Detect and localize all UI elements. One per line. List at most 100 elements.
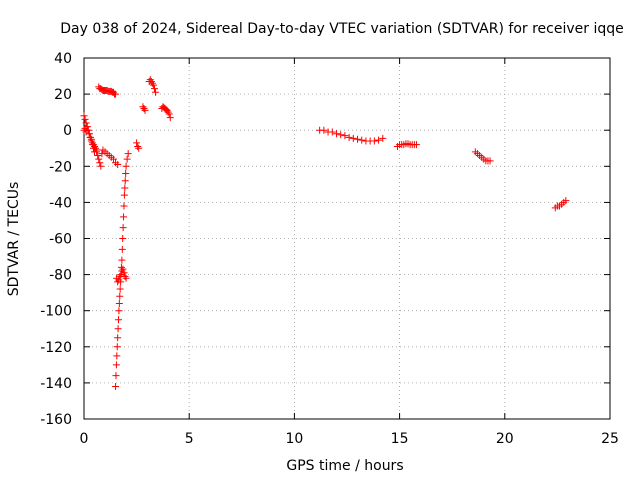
- data-point-arc-1: [80, 112, 88, 120]
- data-point-arc-3: [109, 155, 117, 163]
- data-point-arc-9: [148, 79, 156, 87]
- data-point-arc-6: [117, 271, 125, 279]
- data-point-arc-5: [120, 191, 128, 199]
- y-tick-label: -120: [40, 340, 72, 356]
- data-point-arc-14: [562, 197, 570, 205]
- data-point-arc-5: [112, 361, 120, 369]
- data-point-arc-3: [94, 151, 102, 159]
- x-tick-label: 5: [185, 431, 194, 447]
- data-point-arc-5: [120, 202, 128, 210]
- data-point-arc-9: [150, 85, 158, 93]
- data-point-arc-2: [86, 133, 94, 141]
- data-point-arc-5: [116, 292, 124, 300]
- data-point-arc-6: [121, 272, 129, 280]
- data-point-arc-3: [97, 162, 105, 170]
- grid-lines: [84, 58, 610, 419]
- data-point-arc-6: [120, 269, 128, 277]
- y-tick-label: 0: [63, 123, 72, 139]
- data-point-arc-1: [81, 115, 89, 123]
- data-point-arc-8: [141, 106, 149, 114]
- data-point-arc-5: [114, 334, 122, 342]
- axis-ticks: 0 5 10 15 20 25 -160 -140 -120 -100 -80 -60 -40 -20 0 2…: [40, 51, 619, 447]
- data-point-arc-5: [120, 213, 128, 221]
- data-point-arc-5: [123, 155, 131, 163]
- data-point-arc-6: [115, 276, 123, 284]
- data-point-arc-7: [133, 139, 141, 147]
- y-tick-label: -100: [40, 304, 72, 320]
- data-point-arc-9: [152, 88, 160, 96]
- data-point-arc-11: [345, 133, 353, 141]
- data-point-arc-5: [119, 224, 127, 232]
- data-point-arc-11: [341, 132, 349, 140]
- data-point-arc-11: [337, 131, 345, 139]
- data-point-arc-9: [149, 81, 157, 89]
- data-point-arc-6: [114, 278, 122, 286]
- data-point-arc-5: [124, 150, 132, 158]
- data-point-arc-5: [121, 177, 129, 185]
- data-point-arc-11: [358, 136, 366, 144]
- data-point-arc-9: [147, 77, 155, 85]
- data-point-arc-5: [115, 307, 123, 315]
- y-tick-label: -140: [40, 376, 72, 392]
- data-point-arc-2: [83, 123, 91, 131]
- data-point-arc-5: [122, 170, 130, 178]
- data-point-arc-9: [146, 76, 154, 84]
- data-point-arc-8: [140, 105, 148, 113]
- data-point-arc-10: [163, 106, 171, 114]
- plot-frame: [83, 57, 611, 420]
- data-point-arc-5: [115, 299, 123, 307]
- data-point-arc-11: [370, 137, 378, 145]
- data-point-arc-2: [89, 144, 97, 152]
- data-point-arc-11: [354, 135, 362, 143]
- x-tick-label: 15: [391, 431, 409, 447]
- data-point-arc-6: [119, 265, 127, 273]
- data-point-arc-5: [118, 256, 126, 264]
- data-point-arc-8: [139, 103, 147, 111]
- y-tick-label: 20: [54, 87, 72, 103]
- data-point-arc-3: [95, 155, 103, 163]
- x-tick-label: 0: [80, 431, 89, 447]
- data-point-arc-6: [122, 274, 130, 282]
- data-point-arc-10: [165, 110, 173, 118]
- data-point-arc-13: [486, 157, 494, 165]
- data-point-arc-1: [82, 119, 90, 127]
- data-point-arc-7: [135, 144, 143, 152]
- x-axis-label: GPS time / hours: [286, 458, 403, 474]
- data-point-arc-2: [85, 130, 93, 138]
- data-points: [80, 76, 570, 391]
- data-point-arc-11: [379, 134, 387, 142]
- y-tick-label: -20: [49, 159, 72, 175]
- y-axis-label: SDTVAR / TECUs: [6, 182, 22, 297]
- data-point-arc-11: [375, 136, 383, 144]
- data-point-arc-2: [87, 137, 95, 145]
- data-point-arc-10: [164, 108, 172, 116]
- data-point-arc-5: [113, 343, 121, 351]
- y-tick-label: -160: [40, 412, 72, 428]
- data-point-arc-5: [122, 162, 130, 170]
- data-point-arc-5: [116, 285, 124, 293]
- data-point-arc-5: [113, 352, 121, 360]
- y-tick-label: 40: [54, 51, 72, 67]
- data-point-arc-11: [320, 126, 328, 134]
- data-point-arc-12: [412, 141, 420, 149]
- data-point-arc-3: [93, 148, 101, 156]
- data-point-arc-3: [96, 159, 104, 167]
- x-tick-label: 20: [496, 431, 514, 447]
- data-point-arc-10: [166, 114, 174, 122]
- data-point-arc-11: [332, 130, 340, 138]
- x-tick-label: 10: [285, 431, 303, 447]
- data-point-arc-5: [118, 245, 126, 253]
- y-tick-label: -80: [49, 268, 72, 284]
- data-point-arc-7: [134, 142, 142, 150]
- chart-title: Day 038 of 2024, Sidereal Day-to-day VTE…: [60, 21, 624, 37]
- data-point-arc-4: [112, 90, 120, 98]
- data-point-arc-11: [349, 134, 357, 142]
- y-tick-label: -60: [49, 232, 72, 248]
- data-point-arc-2: [84, 126, 92, 134]
- data-point-arc-11: [328, 128, 336, 136]
- x-tick-label: 25: [601, 431, 619, 447]
- data-point-arc-5: [121, 184, 129, 192]
- data-point-arc-5: [115, 316, 123, 324]
- data-point-arc-2: [88, 141, 96, 149]
